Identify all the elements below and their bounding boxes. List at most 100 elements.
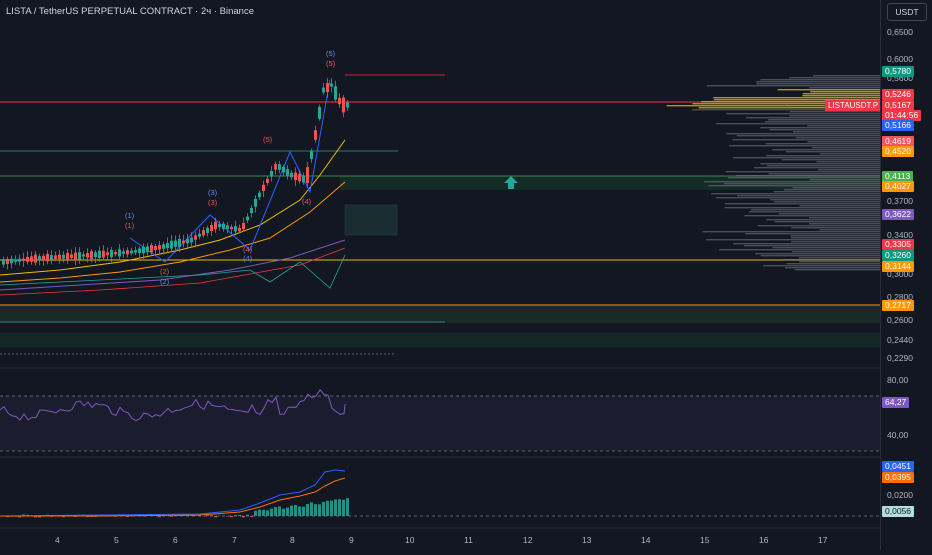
- volume-profile-bar: [803, 93, 880, 94]
- volume-profile-bar: [704, 181, 880, 182]
- candle-body: [262, 185, 265, 191]
- volume-profile-bar: [794, 269, 880, 270]
- candle-body: [102, 251, 105, 258]
- macd-histogram-bar: [282, 509, 285, 516]
- time-tick: 12: [523, 535, 532, 545]
- candle-body: [178, 239, 181, 247]
- demand-zone[interactable]: [0, 333, 880, 347]
- candle-body: [206, 228, 209, 233]
- volume-profile-bar: [784, 189, 880, 190]
- macd-histogram-bar: [298, 507, 301, 516]
- candle-body: [294, 173, 297, 181]
- volume-profile-bar: [726, 113, 880, 114]
- tp-zone-box[interactable]: [345, 205, 397, 235]
- volume-profile-bar: [809, 87, 880, 88]
- candle-body: [234, 226, 237, 231]
- volume-profile-bar: [810, 91, 880, 92]
- rsi-tick: 40,00: [887, 430, 908, 440]
- macd-histogram-bar: [346, 498, 349, 516]
- candle-body: [54, 255, 57, 258]
- macd-histogram-bar: [310, 502, 313, 516]
- volume-profile-bar: [744, 215, 880, 216]
- candle-body: [202, 230, 205, 235]
- volume-profile-bar: [758, 225, 880, 226]
- wave-label-3-blue: (3): [208, 188, 218, 197]
- price-label: 0,5780: [882, 66, 914, 77]
- price-tick: 0,2290: [887, 353, 913, 363]
- candle-body: [114, 252, 117, 254]
- wave-label-2-blue: (2): [160, 277, 170, 286]
- volume-profile-bar: [796, 137, 880, 138]
- volume-profile-bar: [790, 111, 880, 112]
- candles[interactable]: [2, 78, 349, 269]
- volume-profile-bar: [767, 165, 880, 166]
- price-label: 0,2717: [882, 300, 914, 311]
- price-label: 0,3622: [882, 209, 914, 220]
- candle-body: [6, 259, 9, 264]
- elliott-wave-path[interactable]: [130, 80, 330, 262]
- macd-histogram-bar: [254, 511, 257, 516]
- candle-body: [86, 253, 89, 257]
- macd-signal-line[interactable]: [0, 478, 345, 516]
- macd-histogram-bar: [230, 516, 233, 517]
- candle-body: [238, 228, 241, 231]
- volume-profile-bar: [769, 173, 880, 174]
- volume-profile-bar: [736, 175, 880, 176]
- candle-body: [10, 259, 13, 263]
- support-zone[interactable]: [0, 305, 880, 323]
- macd-histogram-bar: [238, 515, 241, 516]
- candle-body: [254, 199, 257, 207]
- ma-line-2[interactable]: [0, 182, 345, 282]
- candle-body: [34, 255, 37, 263]
- macd-histogram-bar: [294, 505, 297, 516]
- volume-profile-bar: [733, 243, 880, 244]
- volume-profile-bar: [770, 129, 880, 130]
- volume-profile-bar: [737, 135, 880, 136]
- volume-profile-bar: [765, 121, 880, 122]
- chart-area[interactable]: (1) (1) (2) (2) (3) (3) (4) (4) (5) (4) …: [0, 0, 880, 550]
- volume-profile-bar: [707, 85, 880, 86]
- volume-profile-bar: [812, 147, 880, 148]
- candle-body: [246, 216, 249, 220]
- volume-profile-bar: [733, 157, 880, 158]
- time-tick: 7: [232, 535, 237, 545]
- volume-profile-bar: [818, 169, 880, 170]
- volume-profile-bar: [799, 261, 880, 262]
- currency-button[interactable]: USDT: [887, 3, 927, 21]
- candle-body: [166, 243, 169, 248]
- volume-profile-bar: [772, 149, 880, 150]
- time-tick: 4: [55, 535, 60, 545]
- volume-profile-bar: [790, 235, 880, 236]
- volume-profile-bar: [799, 257, 880, 258]
- candle-body: [314, 130, 317, 140]
- volume-profile-bar: [755, 253, 880, 254]
- volume-profile-bar: [770, 199, 880, 200]
- volume-profile-bar: [809, 217, 880, 218]
- price-scale[interactable]: USDT 0,6500 0,6000 0,5600 0,3700 0,3400 …: [880, 0, 932, 550]
- wave-label-4-red: (4): [243, 245, 253, 254]
- volume-profile-bar: [728, 177, 880, 178]
- volume-profile-bar: [789, 115, 880, 116]
- candle-body: [46, 254, 49, 261]
- chart-title: LISTA / TetherUS PERPETUAL CONTRACT · 2ч…: [6, 6, 254, 17]
- candle-body: [98, 251, 101, 258]
- candle-body: [142, 247, 145, 253]
- volume-profile-bar: [719, 249, 880, 250]
- volume-profile-bar: [746, 117, 880, 118]
- macd-signal-label: 0,0395: [882, 472, 914, 483]
- macd-histogram-bar: [262, 510, 265, 516]
- candle-body: [138, 248, 141, 252]
- candle-body: [26, 257, 29, 262]
- volume-profile-bar: [760, 127, 880, 128]
- macd-tick: 0,0200: [887, 490, 913, 500]
- candle-body: [318, 107, 321, 119]
- macd-histogram-bar: [250, 516, 253, 517]
- candle-body: [210, 225, 213, 231]
- price-chart[interactable]: (1) (1) (2) (2) (3) (3) (4) (4) (5) (4) …: [0, 0, 880, 550]
- candle-body: [290, 173, 293, 177]
- macd-histogram-bar: [314, 504, 317, 516]
- macd-line[interactable]: [0, 470, 345, 516]
- macd-histogram-bar: [214, 516, 217, 517]
- volume-profile-bar: [813, 75, 880, 76]
- macd-histogram-bar: [242, 516, 245, 517]
